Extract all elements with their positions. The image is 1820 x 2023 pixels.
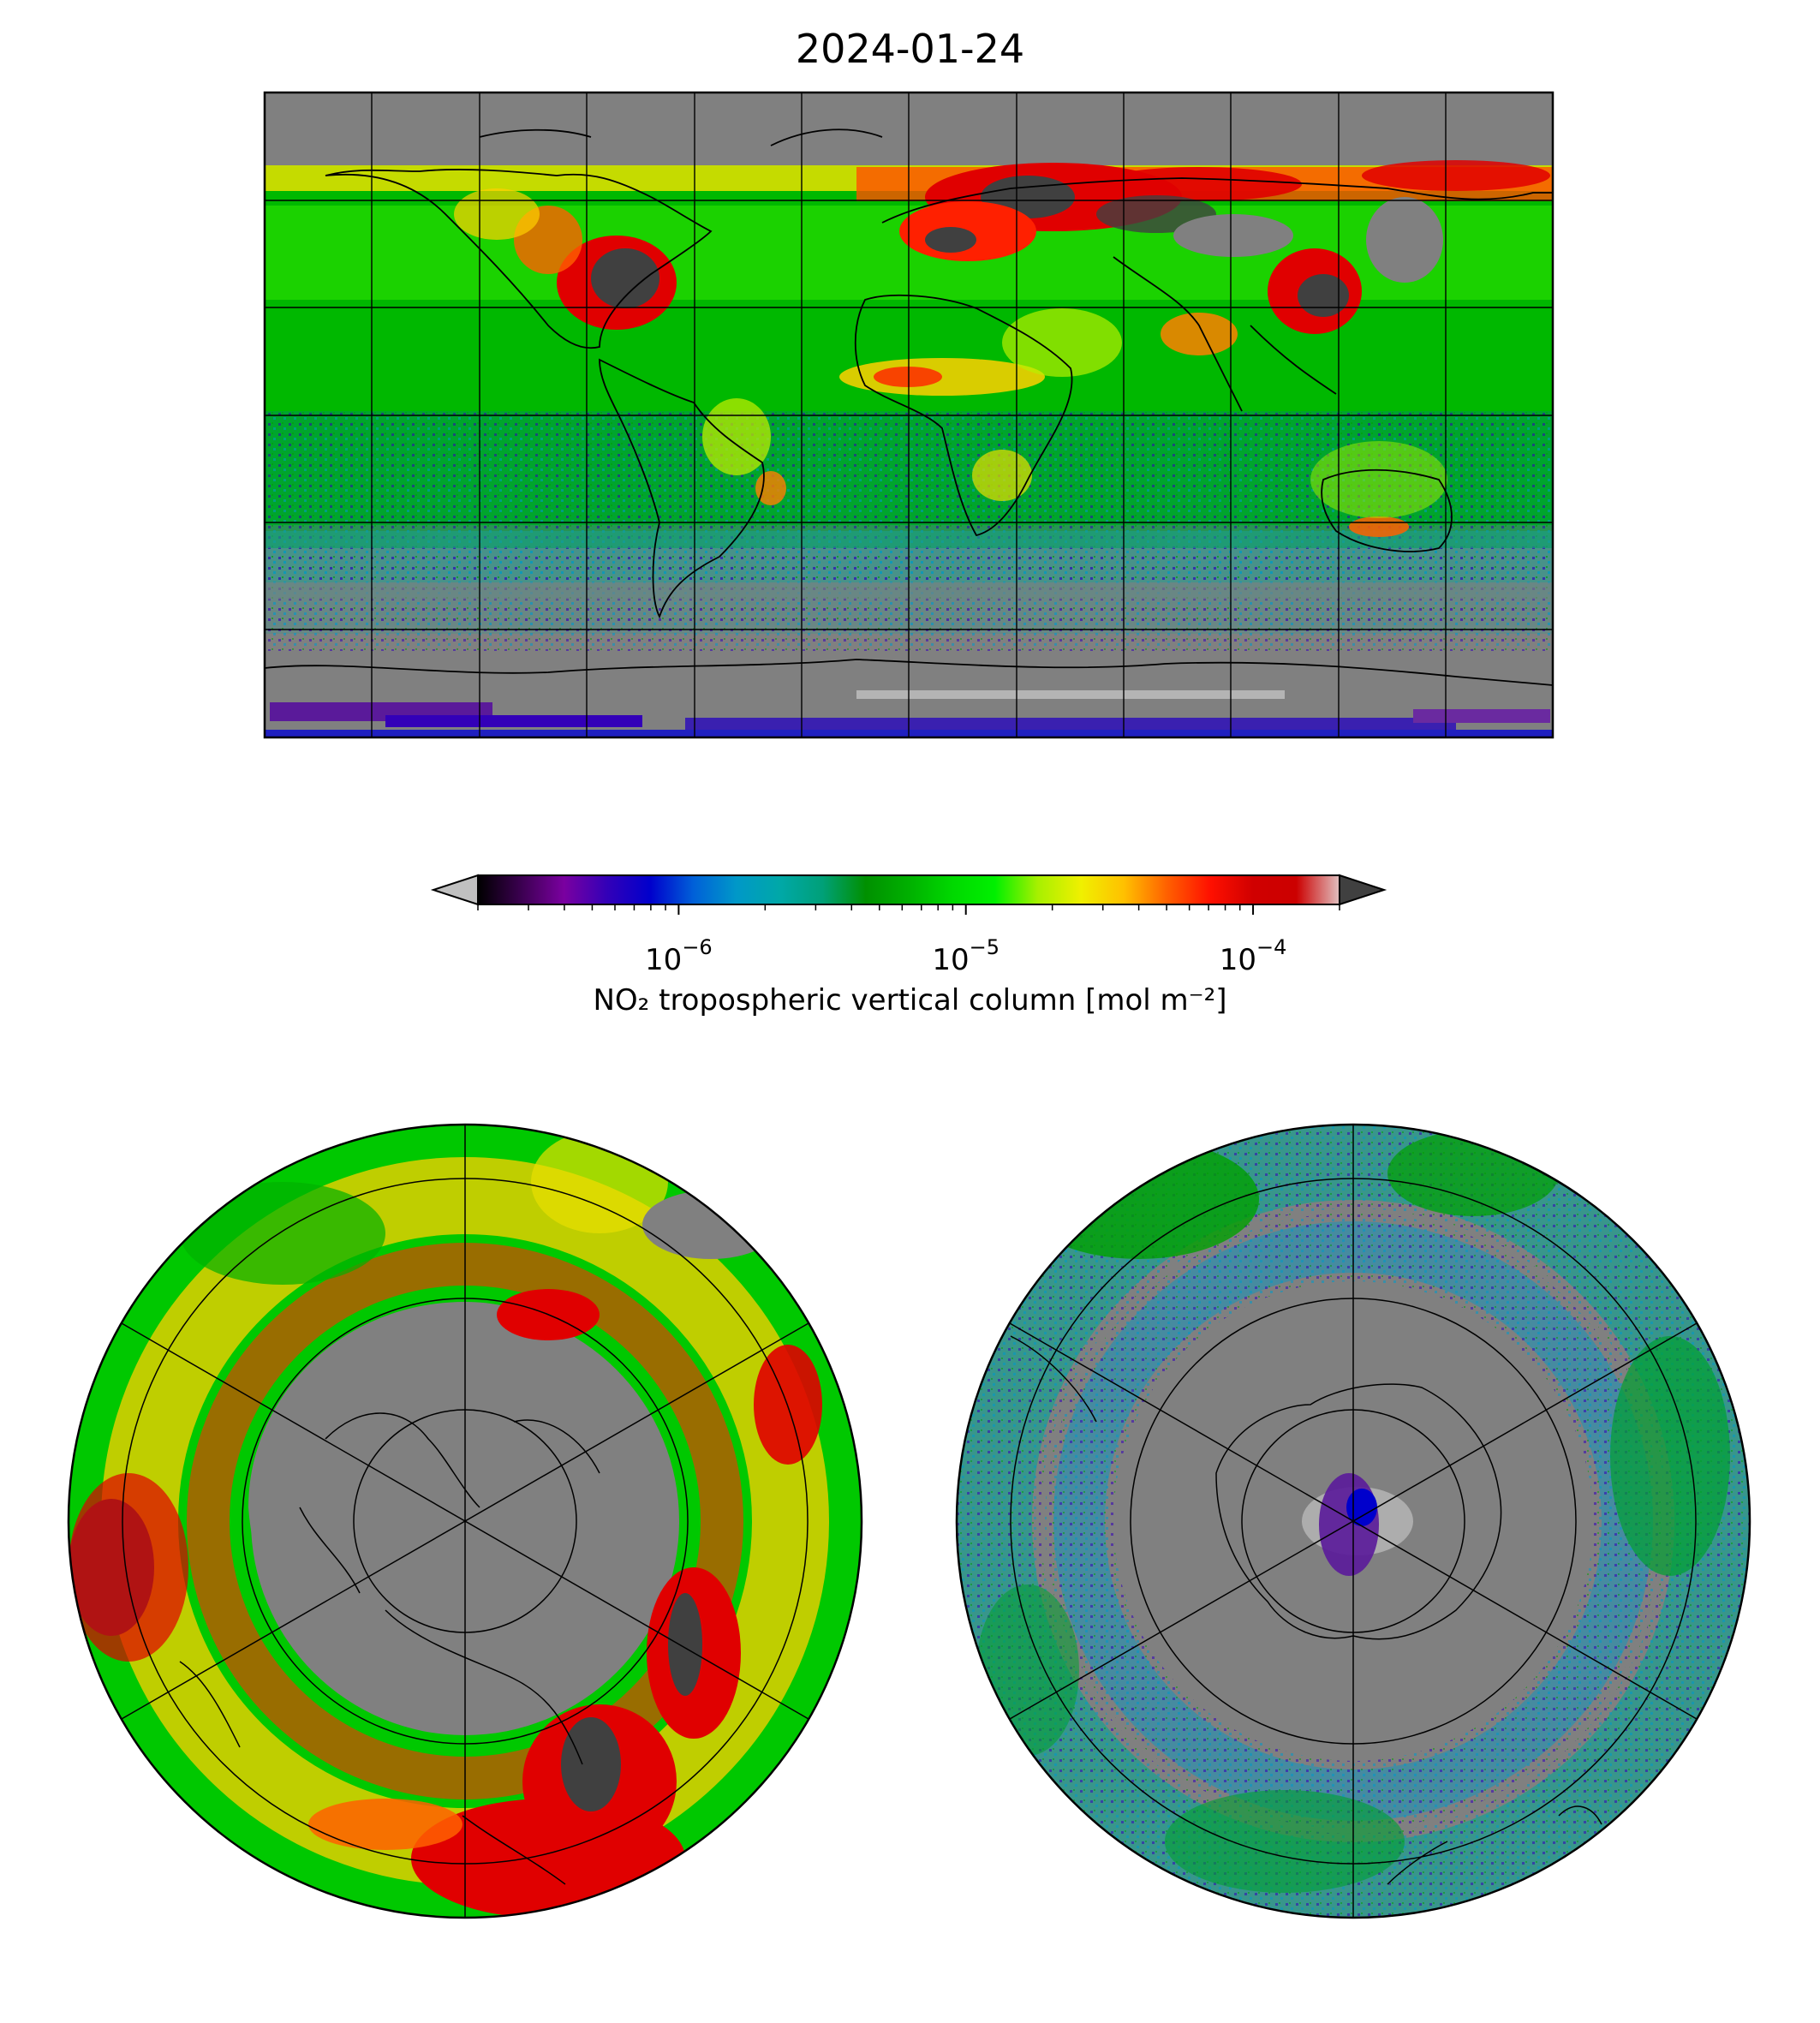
figure-title: 2024-01-24 — [795, 26, 1025, 72]
colorbar-tick-label: 10−6 — [645, 935, 713, 977]
colorbar-label: NO₂ tropospheric vertical column [mol m⁻… — [593, 983, 1227, 1017]
south-polar-map-frame — [955, 1123, 1751, 1919]
south-polar-stereographic-map — [957, 1125, 1750, 1918]
global-map-frame — [263, 91, 1554, 739]
global-plate-carree-map — [265, 92, 1553, 737]
north-polar-stereographic-map — [69, 1125, 862, 1918]
colorbar-tick-label: 10−5 — [932, 935, 1000, 977]
colorbar-gradient — [478, 875, 1340, 904]
colorbar-under-arrow — [430, 874, 479, 906]
north-polar-map-frame — [67, 1123, 863, 1919]
colorbar — [430, 874, 1387, 915]
colorbar-over-arrow — [1339, 874, 1387, 906]
colorbar-tick-label: 10−4 — [1219, 935, 1287, 977]
